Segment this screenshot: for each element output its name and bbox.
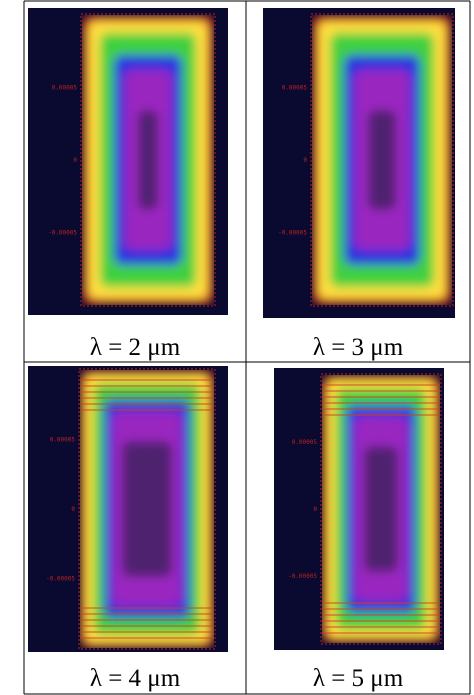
y-tick-label: -0.00005 [46, 576, 75, 583]
y-tick-label: 0.00005 [50, 437, 76, 444]
caption: λ = 2 μm [90, 334, 181, 361]
field-blur [82, 15, 214, 305]
heatmap-panel: 0.00005 0 -0.00005 [274, 368, 444, 650]
y-tick-label: -0.00005 [288, 573, 317, 580]
y-tick-label: 0.00005 [52, 85, 78, 92]
y-tick-label: 0.00005 [292, 439, 318, 446]
y-tick-label: -0.00005 [48, 230, 77, 237]
plot-frame [310, 13, 454, 307]
field-blur [322, 375, 440, 643]
plot-frame [320, 373, 442, 645]
field-blur [80, 370, 214, 648]
y-tick-label: 0 [71, 506, 75, 513]
caption: λ = 3 μm [313, 334, 404, 361]
plot-frame [78, 368, 216, 650]
field [82, 15, 214, 305]
y-tick-label: 0 [73, 157, 77, 164]
y-tick-label: 0.00005 [282, 85, 308, 92]
intensity-band [122, 441, 172, 577]
field [322, 375, 440, 643]
y-tick-label: 0 [313, 506, 317, 513]
heatmap-panel: 0.00005 0 -0.00005 [28, 8, 228, 315]
caption: λ = 5 μm [313, 665, 404, 692]
plot-frame [80, 13, 216, 307]
heatmap-panel: 0.00005 0 -0.00005 [28, 366, 228, 652]
field [312, 15, 452, 305]
field-blur [312, 15, 452, 305]
caption: λ = 4 μm [90, 665, 181, 692]
intensity-band [138, 110, 158, 210]
heatmap-panel: 0.00005 0 -0.00005 [263, 8, 455, 318]
y-tick-label: 0 [303, 157, 307, 164]
intensity-band [368, 110, 396, 210]
field [80, 370, 214, 648]
y-tick-label: -0.00005 [278, 230, 307, 237]
table-grid [23, 0, 471, 695]
intensity-band [364, 446, 398, 572]
